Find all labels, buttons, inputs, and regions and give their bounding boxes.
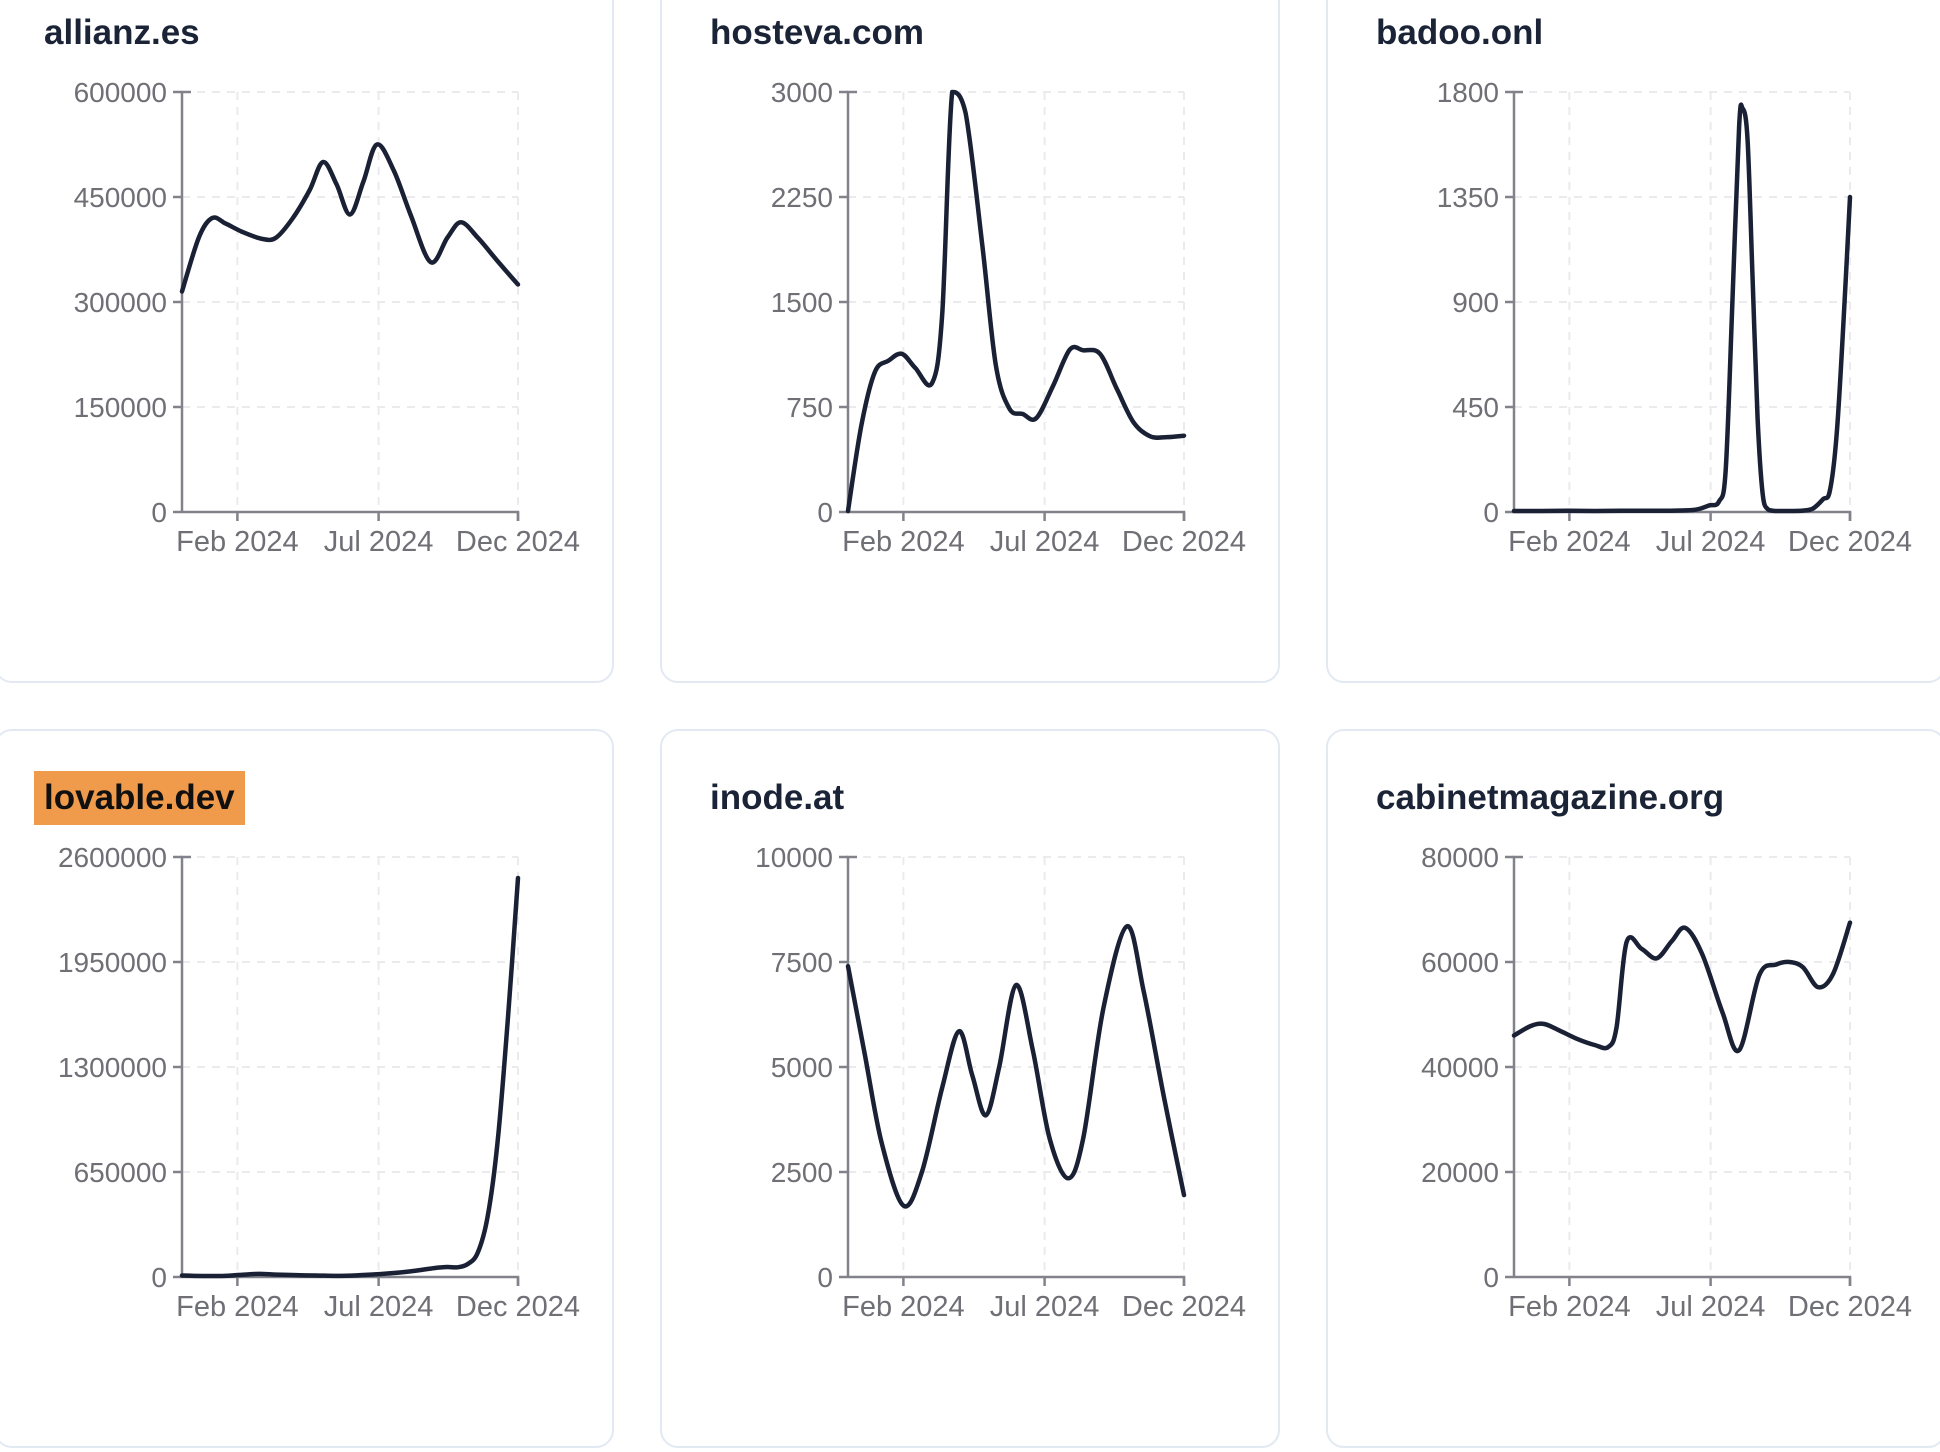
y-axis-tick-label: 450000 [74, 182, 167, 213]
chart-card: hosteva.com 0 750 1500 2250 3000 Feb 2024 Jul … [660, 0, 1280, 683]
y-axis-tick-label: 0 [817, 1262, 833, 1293]
x-axis-line [1514, 1275, 1852, 1286]
x-axis-line [1514, 510, 1852, 521]
y-axis-tick-label: 1350 [1437, 182, 1499, 213]
x-axis-tick-label: Jul 2024 [324, 1291, 434, 1323]
x-axis-tick-label: Dec 2024 [1122, 1291, 1246, 1323]
x-axis-tick-label: Feb 2024 [842, 526, 965, 558]
y-axis-tick-label: 150000 [74, 392, 167, 423]
y-axis-tick-label: 20000 [1421, 1157, 1499, 1188]
y-axis-tick-label: 1300000 [58, 1052, 167, 1083]
traffic-line-series [845, 924, 1187, 1209]
y-axis-tick-label: 0 [817, 497, 833, 528]
x-axis-tick-label: Feb 2024 [176, 526, 299, 558]
y-axis-tick-label: 600000 [74, 77, 167, 108]
card-title-row: badoo.onl [1366, 6, 1940, 60]
x-axis-tick-label: Jul 2024 [990, 1291, 1100, 1323]
line-chart-svg: 0 450 900 1350 1800 Feb 2024 Jul 2024 Dec 2024 [1437, 77, 1912, 558]
domain-title[interactable]: badoo.onl [1376, 13, 1544, 52]
x-axis-line [182, 1275, 520, 1286]
y-axis-tick-label: 0 [151, 1262, 167, 1293]
y-axis-tick-label: 1500 [771, 287, 833, 318]
y-axis-tick-label: 80000 [1421, 842, 1499, 873]
x-axis-tick-label: Dec 2024 [1788, 1291, 1912, 1323]
y-axis-tick-label: 3000 [771, 77, 833, 108]
chart-card: lovable.dev 0 650000 1300000 1950000 2600000… [0, 729, 614, 1448]
y-axis-tick-label: 60000 [1421, 947, 1499, 978]
x-axis-tick-label: Dec 2024 [1122, 526, 1246, 558]
domain-title[interactable]: lovable.dev [34, 771, 245, 825]
chart-card: allianz.es 0 150000 300000 450000 600000 Feb … [0, 0, 614, 683]
chart-card: cabinetmagazine.org 0 20000 40000 60000 8000… [1326, 729, 1940, 1448]
traffic-line-series [1511, 920, 1853, 1054]
x-axis-tick-label: Feb 2024 [1508, 1291, 1631, 1323]
domain-title[interactable]: cabinetmagazine.org [1376, 778, 1725, 817]
domain-title[interactable]: inode.at [710, 778, 845, 817]
card-title-row: allianz.es [34, 6, 612, 60]
line-chart-svg: 0 2500 5000 7500 10000 Feb 2024 Jul 2024 Dec 20… [755, 842, 1246, 1323]
x-axis-tick-label: Jul 2024 [1656, 526, 1766, 558]
traffic-line-series [1511, 102, 1853, 514]
chart-card: inode.at 0 2500 5000 7500 10000 Feb 2024 Jul 2… [660, 729, 1280, 1448]
x-axis-tick-label: Dec 2024 [1788, 526, 1912, 558]
x-axis-tick-label: Feb 2024 [1508, 526, 1631, 558]
line-chart-svg: 0 150000 300000 450000 600000 Feb 2024 Jul 202… [74, 77, 581, 558]
domain-title[interactable]: hosteva.com [710, 13, 924, 52]
y-axis-tick-label: 750 [786, 392, 833, 423]
card-title-row: hosteva.com [700, 6, 1278, 60]
card-title-row: lovable.dev [34, 771, 612, 825]
y-axis-tick-label: 0 [1483, 497, 1499, 528]
card-title-row: inode.at [700, 771, 1278, 825]
y-axis-tick-label: 10000 [755, 842, 833, 873]
x-axis-tick-label: Feb 2024 [842, 1291, 965, 1323]
x-axis-line [848, 510, 1186, 521]
y-axis-tick-label: 5000 [771, 1052, 833, 1083]
x-axis-tick-label: Jul 2024 [990, 526, 1100, 558]
y-axis-tick-label: 0 [151, 497, 167, 528]
x-axis-tick-label: Jul 2024 [1656, 1291, 1766, 1323]
y-axis-tick-label: 1800 [1437, 77, 1499, 108]
y-axis-tick-label: 900 [1452, 287, 1499, 318]
y-axis-tick-label: 1950000 [58, 947, 167, 978]
x-axis-tick-label: Feb 2024 [176, 1291, 299, 1323]
line-chart-svg: 0 20000 40000 60000 80000 Feb 2024 Jul 2024 Dec… [1421, 842, 1912, 1323]
x-axis-tick-label: Jul 2024 [324, 526, 434, 558]
line-chart-svg: 0 750 1500 2250 3000 Feb 2024 Jul 2024 Dec 2024 [771, 77, 1246, 558]
traffic-line-series [179, 142, 521, 294]
x-axis-line [182, 510, 520, 521]
y-axis-tick-label: 450 [1452, 392, 1499, 423]
chart-card: badoo.onl 0 450 900 1350 1800 Feb 2024 Jul 202… [1326, 0, 1940, 683]
y-axis-tick-label: 0 [1483, 1262, 1499, 1293]
line-chart-svg: 0 650000 1300000 1950000 2600000 Feb 2024 Jul … [58, 842, 580, 1323]
y-axis-tick-label: 2500 [771, 1157, 833, 1188]
y-axis-tick-label: 7500 [771, 947, 833, 978]
domain-title[interactable]: allianz.es [44, 13, 200, 52]
card-title-row: cabinetmagazine.org [1366, 771, 1940, 825]
y-axis-tick-label: 650000 [74, 1157, 167, 1188]
y-axis-tick-label: 40000 [1421, 1052, 1499, 1083]
x-axis-line [848, 1275, 1186, 1286]
traffic-line-series [179, 875, 521, 1279]
x-axis-tick-label: Dec 2024 [456, 526, 580, 558]
y-axis-tick-label: 2250 [771, 182, 833, 213]
y-axis-tick-label: 300000 [74, 287, 167, 318]
x-axis-tick-label: Dec 2024 [456, 1291, 580, 1323]
traffic-line-series [845, 89, 1187, 514]
y-axis-tick-label: 2600000 [58, 842, 167, 873]
